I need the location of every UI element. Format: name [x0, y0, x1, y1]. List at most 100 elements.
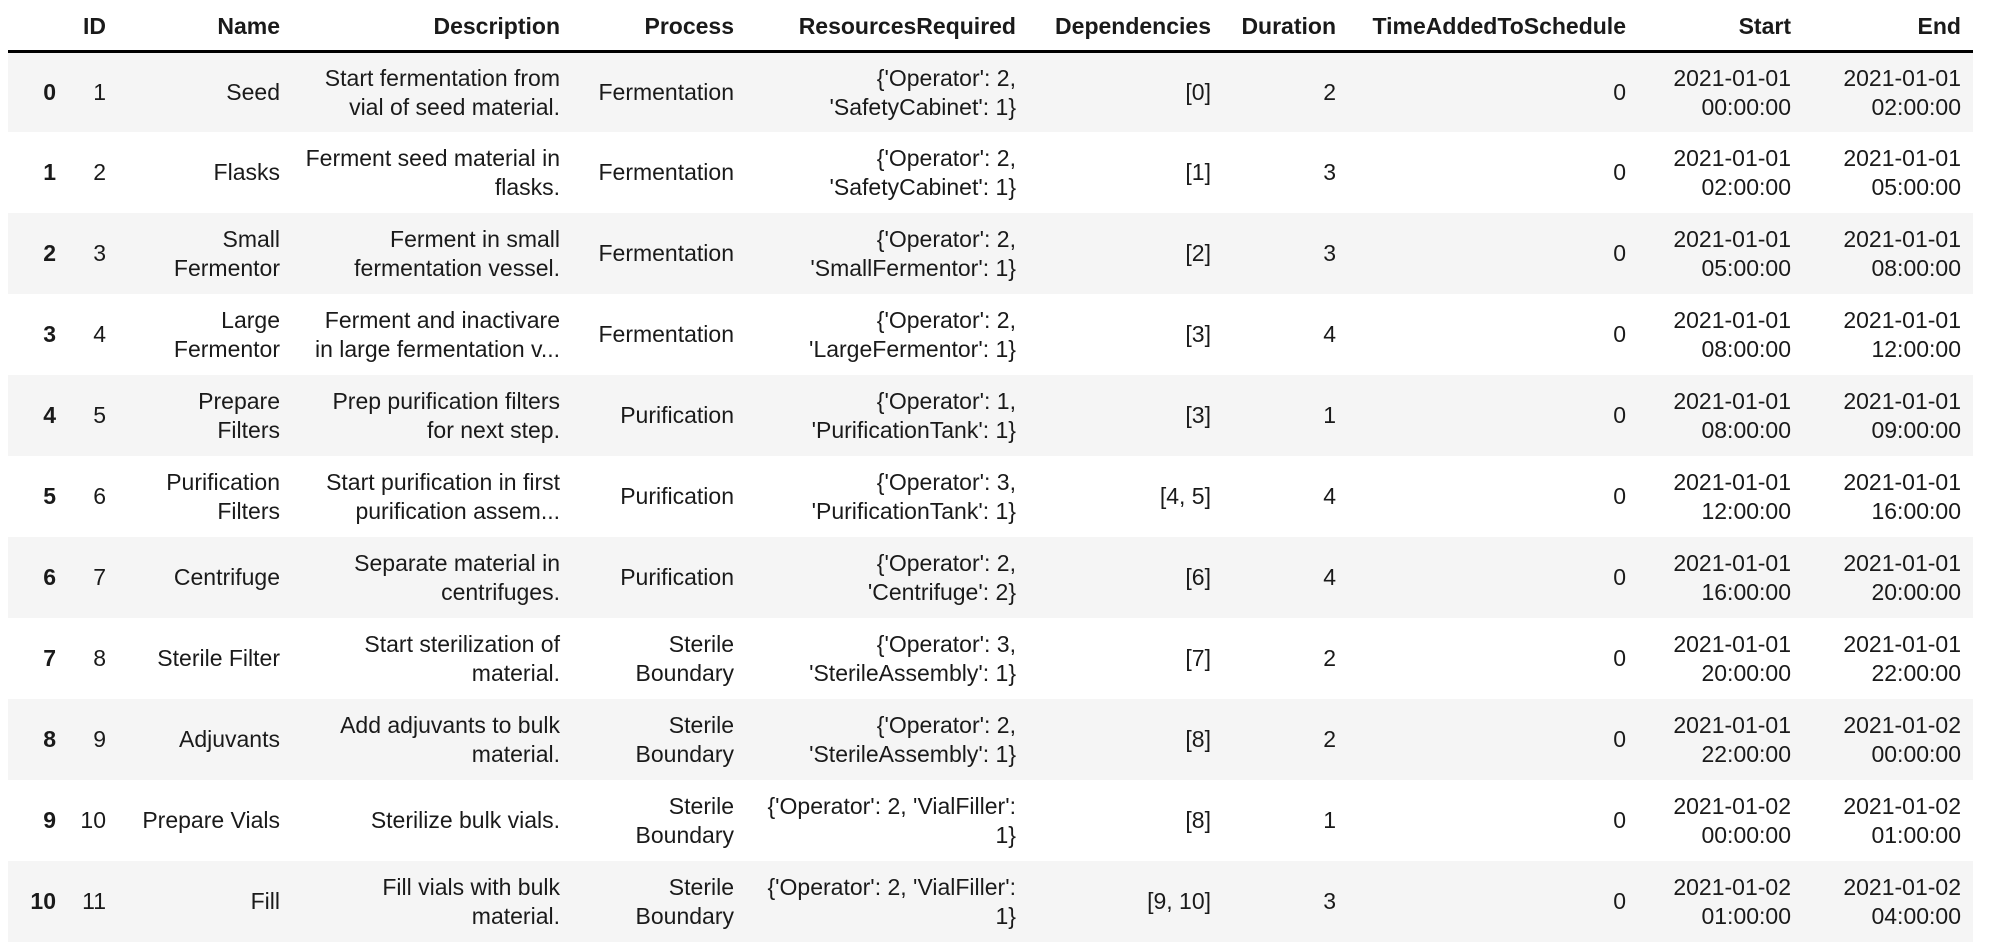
cell-duration: 3 — [1323, 240, 1336, 267]
cell-end: 2021-01-01 05:00:00 — [1843, 145, 1961, 200]
cell-time_added: 0 — [1613, 564, 1626, 591]
cell-end: 2021-01-02 04:00:00 — [1843, 874, 1961, 929]
cell-description: Sterilize bulk vials. — [370, 807, 560, 834]
cell-process: Fermentation — [598, 159, 734, 186]
cell-end: 2021-01-01 12:00:00 — [1843, 307, 1961, 362]
cell-name: Large Fermentor — [173, 307, 280, 362]
column-header-index — [8, 0, 68, 53]
cell-index: 4 — [43, 402, 56, 429]
cell-name: Prepare Filters — [198, 388, 280, 443]
cell-resources: {'Operator': 2, 'LargeFermentor': 1} — [809, 307, 1016, 362]
cell-process: Purification — [620, 564, 734, 591]
cell-dependencies: [8] — [1185, 807, 1211, 834]
cell-start: 2021-01-01 20:00:00 — [1673, 631, 1791, 686]
cell-end: 2021-01-01 22:00:00 — [1843, 631, 1961, 686]
cell-description: Prep purification filters for next step. — [332, 388, 560, 443]
table-row: 10 11 Fill Fill vials with bulk material. St… — [8, 861, 1973, 943]
column-header-resources-required: ResourcesRequired — [746, 0, 1028, 53]
cell-index: 5 — [43, 483, 56, 510]
cell-process: Purification — [620, 483, 734, 510]
cell-index: 3 — [43, 321, 56, 348]
cell-id: 1 — [93, 79, 106, 106]
cell-dependencies: [2] — [1185, 240, 1211, 267]
cell-dependencies: [7] — [1185, 645, 1211, 672]
cell-dependencies: [1] — [1185, 159, 1211, 186]
cell-dependencies: [8] — [1185, 726, 1211, 753]
cell-time_added: 0 — [1613, 645, 1626, 672]
dataframe-table: ID Name Description Process ResourcesReq… — [8, 0, 1973, 943]
cell-start: 2021-01-01 08:00:00 — [1673, 307, 1791, 362]
cell-time_added: 0 — [1613, 483, 1626, 510]
column-header-name: Name — [118, 0, 292, 53]
cell-id: 7 — [93, 564, 106, 591]
cell-duration: 1 — [1323, 402, 1336, 429]
cell-resources: {'Operator': 1, 'PurificationTank': 1} — [811, 388, 1016, 443]
column-header-process: Process — [572, 0, 746, 53]
cell-time_added: 0 — [1613, 321, 1626, 348]
cell-time_added: 0 — [1613, 888, 1626, 915]
cell-process: Sterile Boundary — [635, 874, 734, 929]
column-header-dependencies: Dependencies — [1028, 0, 1223, 53]
cell-time_added: 0 — [1613, 807, 1626, 834]
cell-id: 4 — [93, 321, 106, 348]
table-row: 3 4 Large Fermentor Ferment and inactivare … — [8, 294, 1973, 375]
cell-duration: 2 — [1323, 79, 1336, 106]
cell-description: Start purification in first purification… — [326, 469, 560, 524]
table-row: 6 7 Centrifuge Separate material in centrif… — [8, 537, 1973, 619]
cell-duration: 3 — [1323, 159, 1336, 186]
column-header-id: ID — [68, 0, 118, 53]
cell-start: 2021-01-02 01:00:00 — [1673, 874, 1791, 929]
cell-name: Centrifuge — [173, 564, 280, 591]
cell-process: Sterile Boundary — [635, 631, 734, 686]
cell-description: Start fermentation from vial of seed mat… — [324, 64, 560, 120]
cell-start: 2021-01-01 00:00:00 — [1673, 64, 1791, 120]
cell-end: 2021-01-02 01:00:00 — [1843, 793, 1961, 848]
cell-name: Seed — [226, 79, 280, 106]
table-row: 4 5 Prepare Filters Prep purification filte… — [8, 375, 1973, 457]
cell-id: 6 — [93, 483, 106, 510]
cell-start: 2021-01-01 22:00:00 — [1673, 712, 1791, 767]
cell-id: 9 — [93, 726, 106, 753]
cell-duration: 4 — [1323, 564, 1336, 591]
cell-process: Sterile Boundary — [635, 793, 734, 848]
cell-end: 2021-01-02 00:00:00 — [1843, 712, 1961, 767]
cell-end: 2021-01-01 20:00:00 — [1843, 550, 1961, 605]
cell-dependencies: [9, 10] — [1147, 888, 1211, 915]
cell-index: 9 — [43, 807, 56, 834]
cell-name: Adjuvants — [178, 726, 280, 753]
cell-duration: 1 — [1323, 807, 1336, 834]
column-header-start: Start — [1638, 0, 1803, 53]
cell-description: Ferment and inactivare in large fermenta… — [314, 307, 560, 362]
cell-time_added: 0 — [1613, 402, 1626, 429]
column-header-description: Description — [292, 0, 572, 53]
cell-time_added: 0 — [1613, 79, 1626, 106]
cell-process: Purification — [620, 402, 734, 429]
cell-index: 1 — [43, 159, 56, 186]
cell-start: 2021-01-02 00:00:00 — [1673, 793, 1791, 848]
cell-index: 2 — [43, 240, 56, 267]
cell-id: 2 — [93, 159, 106, 186]
cell-start: 2021-01-01 02:00:00 — [1673, 145, 1791, 200]
cell-name: Flasks — [213, 159, 280, 186]
cell-resources: {'Operator': 2, 'SafetyCabinet': 1} — [829, 145, 1016, 200]
cell-index: 0 — [43, 79, 56, 106]
cell-index: 7 — [43, 645, 56, 672]
cell-process: Sterile Boundary — [635, 712, 734, 767]
table-row: 2 3 Small Fermentor Ferment in small fermen… — [8, 213, 1973, 295]
cell-process: Fermentation — [598, 321, 734, 348]
cell-end: 2021-01-01 09:00:00 — [1843, 388, 1961, 443]
cell-duration: 4 — [1323, 483, 1336, 510]
cell-id: 8 — [93, 645, 106, 672]
cell-name: Sterile Filter — [157, 645, 280, 672]
cell-process: Fermentation — [598, 240, 734, 267]
cell-resources: {'Operator': 2, 'SterileAssembly': 1} — [809, 712, 1016, 767]
cell-start: 2021-01-01 12:00:00 — [1673, 469, 1791, 524]
cell-resources: {'Operator': 3, 'SterileAssembly': 1} — [809, 631, 1016, 686]
table-row: 7 8 Sterile Filter Start sterilization of m… — [8, 618, 1973, 699]
cell-id: 3 — [93, 240, 106, 267]
cell-time_added: 0 — [1613, 726, 1626, 753]
cell-duration: 2 — [1323, 645, 1336, 672]
table-row: 9 10 Prepare Vials Sterilize bulk vials. Ste… — [8, 780, 1973, 861]
column-header-time-added-to-schedule: TimeAddedToSchedule — [1348, 0, 1638, 53]
cell-id: 10 — [80, 807, 106, 834]
